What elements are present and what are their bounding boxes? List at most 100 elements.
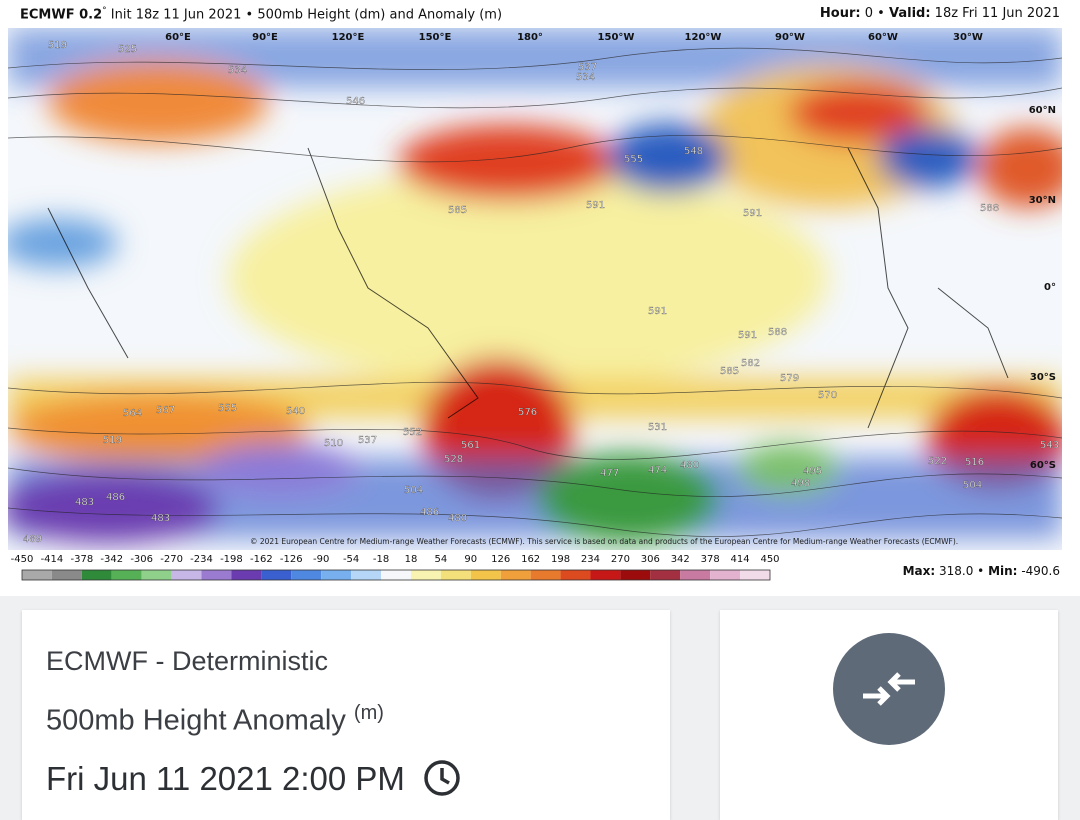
card-subtitle: 500mb Height Anomaly (m) <box>46 702 384 738</box>
weather-map: 60°E 90°E 120°E 150°E 180° 150°W 120°W 90°W 60°W… <box>8 28 1062 550</box>
longitude-label: 150°W <box>598 32 635 43</box>
min-label: Min: <box>988 564 1018 578</box>
contour-label: 555 <box>624 154 643 165</box>
colorbar-segment <box>231 570 262 580</box>
info-card: ECMWF - Deterministic 500mb Height Anoma… <box>22 610 670 820</box>
colorbar-tick-label: 306 <box>641 554 660 565</box>
colorbar-tick-label: -162 <box>250 554 273 565</box>
contour-label: 591 <box>743 208 762 219</box>
header-left: ECMWF 0.2° Init 18z 11 Jun 2021 • 500mb … <box>20 6 502 22</box>
clock-icon[interactable] <box>422 758 462 798</box>
contour-label: 480 <box>680 460 699 471</box>
colorbar-segment <box>81 570 112 580</box>
card-datetime: Fri Jun 11 2021 2:00 PM <box>46 758 462 798</box>
contour-label: 474 <box>648 465 667 476</box>
contour-label: 495 <box>803 466 822 477</box>
colorbar-segment <box>51 570 82 580</box>
contour-label: 537 <box>578 62 597 73</box>
contour-label: 489 <box>23 534 42 545</box>
contour-label: 561 <box>461 440 480 451</box>
contour-label: 540 <box>286 406 305 417</box>
hour: 0 <box>864 6 874 21</box>
card-title: ECMWF - Deterministic <box>46 646 328 676</box>
colorbar-segment <box>500 570 531 580</box>
contour-label: 582 <box>741 358 760 369</box>
contour-label: 498 <box>791 478 810 489</box>
min: -490.6 <box>1021 564 1060 578</box>
colorbar-segment <box>440 570 471 580</box>
latitude-label: 0° <box>1044 282 1056 293</box>
contour-label: 579 <box>780 373 799 384</box>
latitude-label: 60°S <box>1030 460 1056 471</box>
colorbar-tick-label: 378 <box>701 554 720 565</box>
compare-button[interactable] <box>829 629 949 749</box>
colorbar-tick-label: -54 <box>343 554 359 565</box>
colorbar-tick-label: 162 <box>521 554 540 565</box>
contour-label: 576 <box>518 407 537 418</box>
colorbar-segment <box>560 570 591 580</box>
valid-label: Valid: <box>888 6 931 21</box>
subtitle: 500mb Height Anomaly <box>46 704 346 737</box>
contour-label: 534 <box>228 65 247 76</box>
colorbar-segment <box>321 570 352 580</box>
colorbar-tick-label: -234 <box>190 554 213 565</box>
copyright: © 2021 European Centre for Medium-range … <box>250 537 958 546</box>
colorbar-segment <box>261 570 292 580</box>
colorbar-tick-label: -90 <box>313 554 329 565</box>
contour-label: 588 <box>768 327 787 338</box>
colorbar-tick-label: -342 <box>100 554 123 565</box>
contour-label: 525 <box>118 44 137 55</box>
description: Init 18z 11 Jun 2021 • 500mb Height (dm)… <box>110 7 503 23</box>
header-right: Hour: 0 • Valid: 18z Fri 11 Jun 2021 <box>820 6 1060 21</box>
max: 318.0 <box>938 564 974 578</box>
contour-label: 585 <box>448 205 467 216</box>
contour-label: 486 <box>420 507 439 518</box>
contour-label: 510 <box>324 438 343 449</box>
contour-label: 570 <box>818 390 837 401</box>
colorbar-tick-label: -414 <box>41 554 64 565</box>
contour-label: 585 <box>720 366 739 377</box>
colorbar-tick-label: 54 <box>435 554 448 565</box>
colorbar-tick-label: -270 <box>160 554 183 565</box>
sep: • <box>877 6 885 21</box>
contour-label: 588 <box>980 203 999 214</box>
colorbar-frame <box>21 569 771 581</box>
contour-label: 486 <box>106 492 125 503</box>
colorbar-tick-label: 90 <box>464 554 477 565</box>
contour-label: 504 <box>404 485 423 496</box>
unit: (m) <box>353 702 384 724</box>
colorbar-tick-label: -378 <box>70 554 93 565</box>
anomaly-field <box>8 28 1062 543</box>
longitude-label: 60°E <box>165 32 191 43</box>
contour-label: 480 <box>448 513 467 524</box>
longitude-label: 90°E <box>252 32 278 43</box>
colorbar-segment <box>650 570 681 580</box>
colorbar-tick-label: -306 <box>130 554 153 565</box>
latitude-label: 30°N <box>1029 195 1056 206</box>
longitude-label: 30°W <box>953 32 983 43</box>
contour-label: 543 <box>1040 440 1059 451</box>
colorbar-tick-label: 126 <box>491 554 510 565</box>
colorbar-tick-label: 450 <box>760 554 779 565</box>
contour-label: 483 <box>75 497 94 508</box>
colorbar-tick-label: 270 <box>611 554 630 565</box>
model-sup: ° <box>102 6 107 16</box>
colorbar-tick-label: 414 <box>731 554 750 565</box>
longitude-label: 120°E <box>332 32 365 43</box>
longitude-label: 120°W <box>685 32 722 43</box>
contour-label: 552 <box>403 427 422 438</box>
colorbar-segment <box>710 570 741 580</box>
colorbar-segment <box>381 570 411 580</box>
contours <box>8 47 1062 537</box>
longitude-label: 90°W <box>775 32 805 43</box>
contour-label: 483 <box>151 513 170 524</box>
max-label: Max: <box>902 564 936 578</box>
contour-label: 522 <box>928 456 947 467</box>
latitude-label: 60°N <box>1029 105 1056 116</box>
contour-label: 591 <box>586 200 605 211</box>
colorbar-tick-label: -198 <box>220 554 243 565</box>
contour-label: 504 <box>963 480 982 491</box>
colorbar-tick-label: 198 <box>551 554 570 565</box>
colorbar-tick-label: 234 <box>581 554 600 565</box>
datetime: Fri Jun 11 2021 2:00 PM <box>46 760 405 797</box>
